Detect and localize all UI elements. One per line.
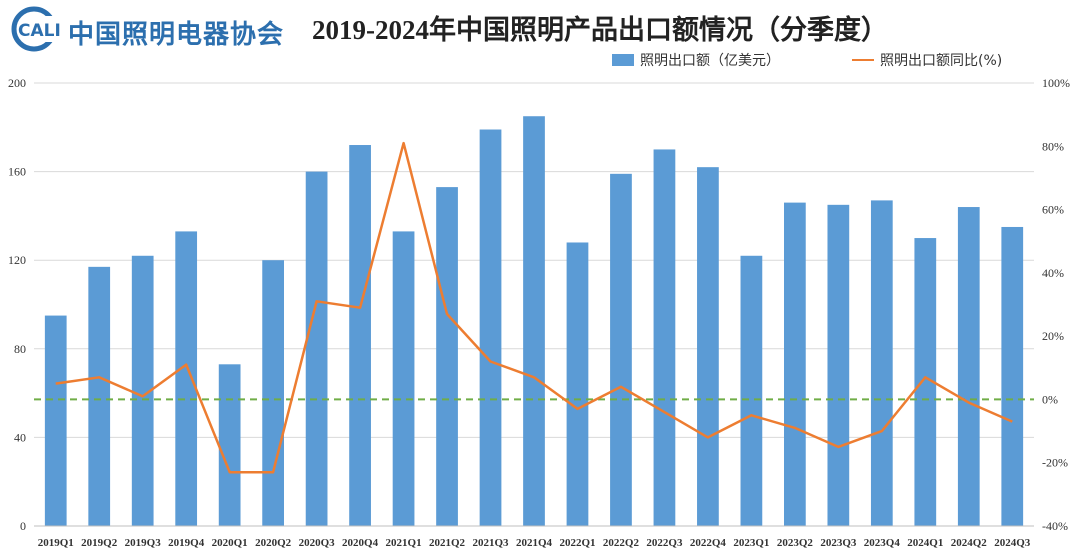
left-axis-tick-label: 0 [20,519,26,533]
x-axis-tick-label: 2020Q4 [342,537,379,549]
chart-header: CALI 中国照明电器协会 2019-2024年中国照明产品出口额情况（分季度） [0,0,1080,56]
x-axis-tick-label: 2019Q2 [81,537,118,549]
bar [131,255,154,526]
x-axis-tick-label: 2022Q1 [559,537,595,549]
bar [218,364,241,526]
bar [870,200,893,526]
bar [653,149,676,526]
bar [305,171,328,526]
bar [44,315,67,526]
bar [479,129,502,526]
left-axis-tick-label: 80 [14,342,26,356]
x-axis-tick-label: 2022Q4 [690,537,727,549]
left-axis-tick-label: 120 [8,253,26,267]
bar [392,231,415,526]
chart-title: 2019-2024年中国照明产品出口额情况（分季度） [312,15,888,45]
bar [697,167,719,527]
bar [914,238,937,527]
x-axis-tick-label: 2019Q3 [125,537,162,549]
right-axis-tick-label: 80% [1042,139,1064,153]
legend-label-export-value: 照明出口额（亿美元） [640,53,780,69]
bar [436,187,458,527]
left-axis-tick-label: 40 [14,430,26,444]
x-axis-tick-label: 2022Q3 [646,537,683,549]
right-axis-tick-label: -40% [1042,519,1068,533]
right-axis-tick-label: 20% [1042,329,1064,343]
x-axis-tick-label: 2023Q4 [864,537,901,549]
bar [784,202,806,527]
x-axis-tick-label: 2024Q2 [951,537,988,549]
bar [1001,226,1024,526]
x-axis-tick-label: 2019Q4 [168,537,205,549]
bar [88,266,111,526]
bar [957,207,980,527]
bar [349,145,371,526]
x-axis-tick-label: 2024Q3 [994,537,1031,549]
left-axis-tick-label: 200 [8,76,26,90]
bar [827,204,850,526]
x-axis-tick-label: 2021Q4 [516,537,553,549]
x-axis-tick-label: 2024Q1 [907,537,943,549]
right-axis-tick-label: 60% [1042,203,1064,217]
x-axis-tick-label: 2020Q3 [299,537,336,549]
x-axis-tick-label: 2023Q3 [820,537,857,549]
x-axis-tick-label: 2019Q1 [38,537,74,549]
bar [175,231,198,526]
right-axis-tick-label: 100% [1042,76,1070,90]
bar [262,260,284,526]
x-axis-tick-label: 2021Q2 [429,537,466,549]
legend-label-yoy: 照明出口额同比(%) [880,53,1003,69]
x-axis-tick-label: 2020Q1 [212,537,248,549]
legend-bar-swatch [612,54,634,66]
bar [740,255,763,526]
cali-logo: CALI 中国照明电器协会 [8,6,298,52]
x-axis-tick-label: 2022Q2 [603,537,640,549]
x-axis-tick-label: 2021Q1 [386,537,422,549]
right-axis-tick-label: -20% [1042,456,1068,470]
org-name: 中国照明电器协会 [68,20,285,50]
x-axis-tick-label: 2020Q2 [255,537,292,549]
cali-logo-icon: CALI [11,6,61,52]
left-axis-tick-label: 160 [8,165,26,179]
x-axis-tick-label: 2021Q3 [472,537,509,549]
cali-logo-abbr: CALI [18,21,61,41]
bar [523,116,545,526]
right-axis-tick-label: 0% [1042,392,1058,406]
x-axis-tick-label: 2023Q2 [777,537,814,549]
x-axis-tick-label: 2023Q1 [733,537,769,549]
bar [610,173,632,526]
legend-line-swatch [852,59,874,61]
bar [566,242,589,527]
right-axis-tick-label: 40% [1042,266,1064,280]
